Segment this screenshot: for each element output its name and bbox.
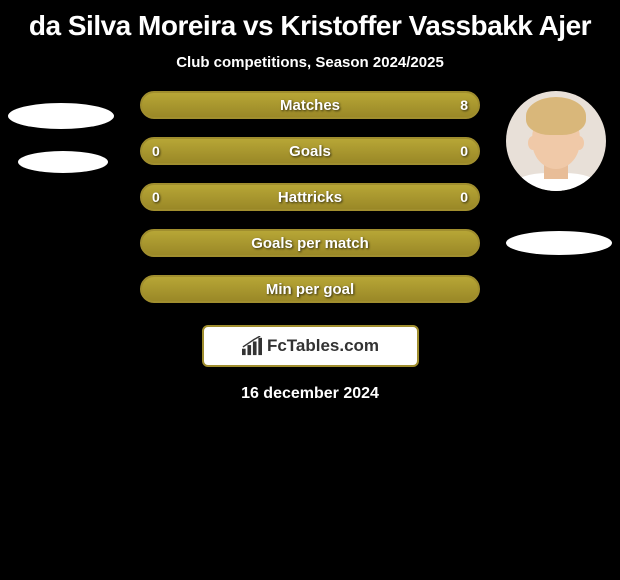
stat-row-min-per-goal: Min per goal (140, 275, 480, 303)
logo-box: FcTables.com (202, 325, 419, 367)
stats-list: Matches 8 0 Goals 0 0 Hattricks 0 Goals … (140, 91, 480, 303)
player-left-label-placeholder (18, 151, 108, 173)
player-left-column (8, 91, 114, 173)
stat-row-hattricks: 0 Hattricks 0 (140, 183, 480, 211)
logo-text: FcTables.com (267, 336, 379, 356)
player-right-column (506, 91, 612, 255)
player-right-label-placeholder (506, 231, 612, 255)
stat-right-value: 0 (460, 189, 468, 205)
stat-label: Hattricks (278, 189, 342, 206)
stat-label: Goals per match (251, 235, 369, 252)
comparison-area: Matches 8 0 Goals 0 0 Hattricks 0 Goals … (0, 91, 620, 403)
stat-label: Goals (289, 143, 331, 160)
stat-row-matches: Matches 8 (140, 91, 480, 119)
page-title: da Silva Moreira vs Kristoffer Vassbakk … (0, 0, 620, 50)
stat-left-value: 0 (152, 189, 160, 205)
date: 16 december 2024 (8, 385, 612, 403)
stat-label: Min per goal (266, 281, 354, 298)
subtitle: Club competitions, Season 2024/2025 (0, 50, 620, 91)
player-left-avatar-placeholder (8, 103, 114, 129)
stat-row-goals-per-match: Goals per match (140, 229, 480, 257)
stat-left-value: 0 (152, 143, 160, 159)
stat-label: Matches (280, 97, 340, 114)
player-right-avatar (506, 91, 606, 191)
stat-right-value: 8 (460, 97, 468, 113)
chart-icon (241, 336, 263, 356)
stat-row-goals: 0 Goals 0 (140, 137, 480, 165)
stat-right-value: 0 (460, 143, 468, 159)
